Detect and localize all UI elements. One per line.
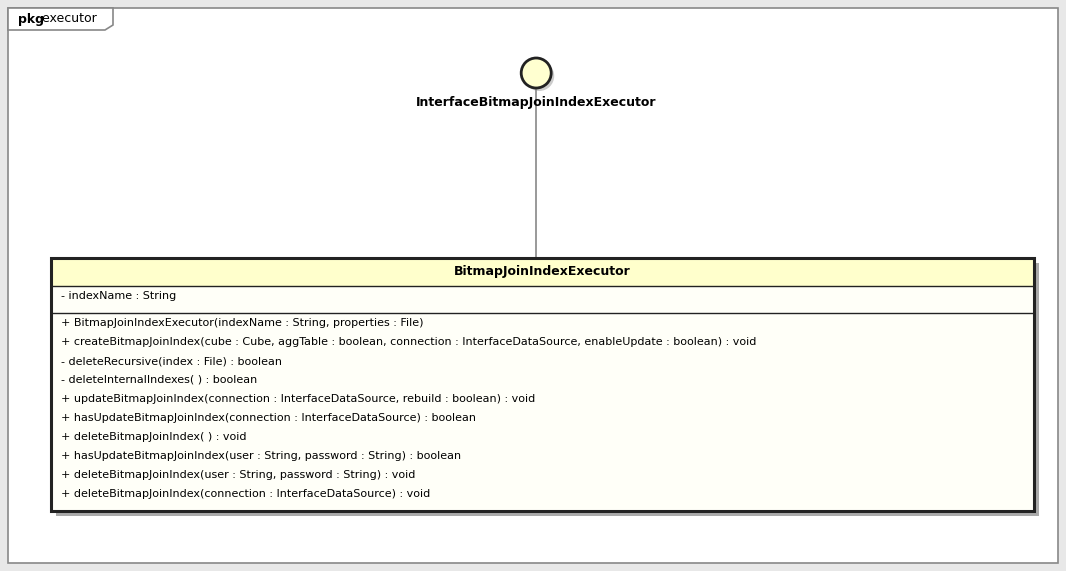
Text: + BitmapJoinIndexExecutor(indexName : String, properties : File): + BitmapJoinIndexExecutor(indexName : St… <box>61 318 423 328</box>
Text: BitmapJoinIndexExecutor: BitmapJoinIndexExecutor <box>454 266 631 279</box>
Text: + deleteBitmapJoinIndex(connection : InterfaceDataSource) : void: + deleteBitmapJoinIndex(connection : Int… <box>61 489 431 499</box>
Text: + hasUpdateBitmapJoinIndex(connection : InterfaceDataSource) : boolean: + hasUpdateBitmapJoinIndex(connection : … <box>61 413 477 423</box>
Circle shape <box>524 61 554 91</box>
Text: InterfaceBitmapJoinIndexExecutor: InterfaceBitmapJoinIndexExecutor <box>416 96 657 109</box>
Text: + hasUpdateBitmapJoinIndex(user : String, password : String) : boolean: + hasUpdateBitmapJoinIndex(user : String… <box>61 451 462 461</box>
Text: executor: executor <box>38 13 97 26</box>
Text: - indexName : String: - indexName : String <box>61 291 176 301</box>
Text: pkg: pkg <box>18 13 44 26</box>
Bar <box>51 258 1034 511</box>
Text: + updateBitmapJoinIndex(connection : InterfaceDataSource, rebuild : boolean) : v: + updateBitmapJoinIndex(connection : Int… <box>61 394 535 404</box>
Bar <box>51 258 1034 511</box>
Text: + createBitmapJoinIndex(cube : Cube, aggTable : boolean, connection : InterfaceD: + createBitmapJoinIndex(cube : Cube, agg… <box>61 337 757 347</box>
Text: + deleteBitmapJoinIndex( ) : void: + deleteBitmapJoinIndex( ) : void <box>61 432 246 442</box>
Text: - deleteInternalIndexes( ) : boolean: - deleteInternalIndexes( ) : boolean <box>61 375 257 385</box>
Polygon shape <box>9 8 113 30</box>
Text: + deleteBitmapJoinIndex(user : String, password : String) : void: + deleteBitmapJoinIndex(user : String, p… <box>61 470 416 480</box>
Bar <box>56 263 1039 516</box>
Circle shape <box>521 58 551 88</box>
Text: - deleteRecursive(index : File) : boolean: - deleteRecursive(index : File) : boolea… <box>61 356 282 366</box>
Bar <box>51 258 1034 286</box>
